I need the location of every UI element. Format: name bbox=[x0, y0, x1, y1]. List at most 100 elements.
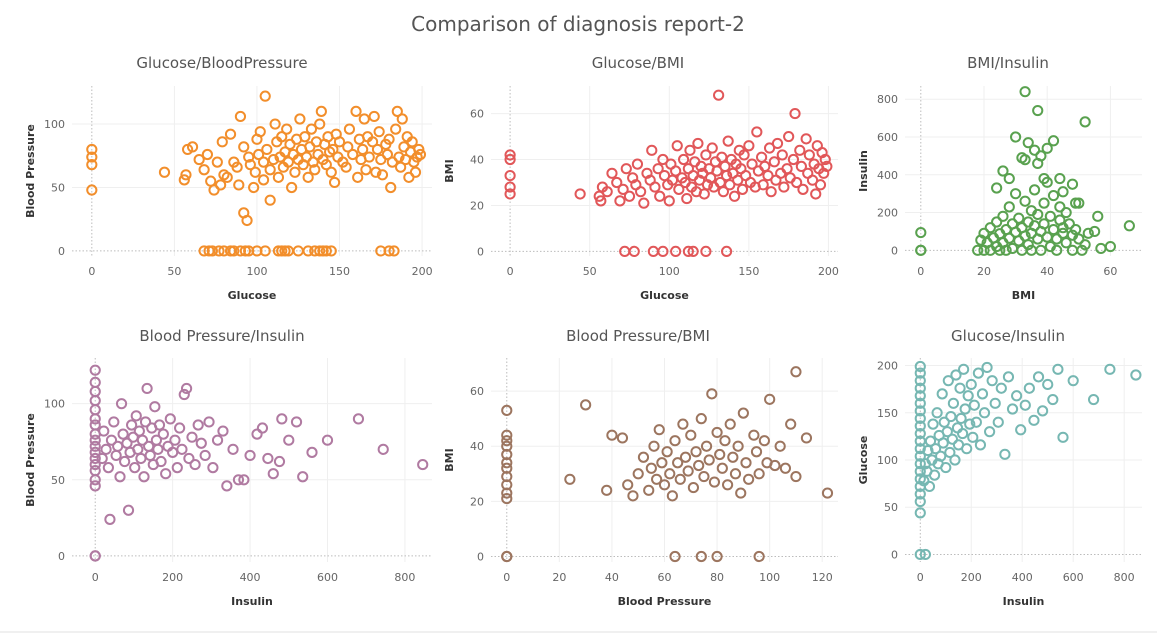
data-point bbox=[169, 434, 181, 446]
data-point bbox=[695, 413, 707, 425]
data-point bbox=[221, 480, 233, 492]
data-point bbox=[803, 149, 815, 161]
data-point bbox=[984, 426, 996, 438]
data-point bbox=[791, 176, 803, 189]
data-point bbox=[645, 462, 657, 474]
data-point bbox=[944, 446, 956, 459]
data-point bbox=[1123, 220, 1135, 232]
data-point bbox=[1035, 150, 1047, 162]
data-point bbox=[157, 428, 169, 440]
data-point bbox=[192, 419, 204, 431]
data-point bbox=[89, 404, 101, 416]
data-point bbox=[974, 439, 987, 451]
data-point bbox=[195, 437, 207, 449]
data-point bbox=[370, 166, 382, 178]
data-point bbox=[991, 216, 1003, 228]
data-point bbox=[999, 448, 1011, 460]
data-point bbox=[627, 490, 639, 502]
data-point bbox=[286, 181, 298, 194]
data-point bbox=[616, 432, 629, 444]
y-tick-label: 60 bbox=[470, 108, 484, 121]
chart-glucose-bloodpressure: Glucose/BloodPressure 0 50 100 150 200 0 50 100 G… bbox=[24, 54, 433, 302]
data-point bbox=[941, 426, 953, 438]
data-point bbox=[406, 136, 418, 148]
data-point bbox=[968, 399, 980, 411]
data-point bbox=[504, 149, 516, 161]
data-point bbox=[918, 475, 930, 487]
data-point bbox=[366, 136, 379, 148]
data-point bbox=[253, 148, 265, 161]
x-tick-label: 100 bbox=[759, 571, 780, 584]
data-point bbox=[1006, 403, 1019, 415]
data-point bbox=[1019, 154, 1031, 166]
data-point bbox=[89, 452, 101, 465]
data-point bbox=[174, 422, 186, 434]
data-point bbox=[199, 449, 211, 462]
x-tick-label: 150 bbox=[738, 265, 759, 278]
data-point bbox=[643, 484, 655, 496]
x-tick-label: 100 bbox=[659, 265, 680, 278]
data-point bbox=[501, 404, 513, 416]
data-point bbox=[104, 513, 116, 525]
data-point bbox=[746, 158, 758, 170]
data-point bbox=[928, 469, 941, 481]
data-point bbox=[1042, 378, 1054, 391]
x-tick-label: 40 bbox=[605, 571, 619, 584]
data-point bbox=[949, 454, 961, 466]
y-tick-label: 200 bbox=[877, 207, 898, 220]
data-point bbox=[504, 181, 516, 193]
data-point bbox=[757, 179, 769, 191]
chart-title-bloodpressure-bmi: Blood Pressure/BMI bbox=[566, 327, 710, 345]
series-bmi-insulin bbox=[915, 86, 1135, 256]
y-tick-label: 40 bbox=[470, 440, 484, 453]
data-point bbox=[305, 123, 318, 135]
data-point bbox=[978, 227, 990, 239]
data-point bbox=[648, 440, 660, 452]
data-point bbox=[1015, 424, 1027, 436]
y-axis-label: Blood Pressure bbox=[24, 124, 37, 218]
data-point bbox=[504, 169, 516, 182]
data-point bbox=[652, 163, 664, 175]
data-point bbox=[1011, 390, 1023, 402]
data-point bbox=[333, 136, 346, 148]
data-point bbox=[606, 429, 618, 441]
data-point bbox=[186, 141, 199, 153]
x-tick-label: 0 bbox=[503, 571, 510, 584]
x-tick-label: 120 bbox=[812, 571, 833, 584]
data-point bbox=[769, 459, 781, 472]
data-point bbox=[1060, 237, 1072, 249]
data-point bbox=[763, 142, 776, 154]
data-point bbox=[951, 422, 964, 434]
data-point bbox=[130, 410, 142, 422]
data-point bbox=[961, 443, 973, 455]
data-point bbox=[309, 164, 321, 176]
y-tick-label: 20 bbox=[470, 199, 484, 212]
data-point bbox=[574, 188, 586, 200]
data-point bbox=[997, 210, 1009, 222]
data-point bbox=[299, 131, 311, 143]
data-point bbox=[501, 487, 513, 499]
data-point bbox=[1019, 399, 1031, 411]
data-point bbox=[950, 369, 962, 381]
data-point bbox=[153, 419, 166, 431]
data-point bbox=[1047, 189, 1060, 202]
data-point bbox=[657, 245, 669, 258]
x-tick-label: 400 bbox=[240, 571, 261, 584]
data-point bbox=[1066, 244, 1079, 256]
data-point bbox=[1003, 172, 1015, 185]
data-point bbox=[276, 413, 288, 425]
data-point bbox=[942, 375, 954, 387]
data-point bbox=[797, 183, 809, 195]
y-tick-label: 100 bbox=[44, 398, 65, 411]
data-point bbox=[700, 149, 712, 161]
data-point bbox=[1054, 201, 1066, 213]
data-point bbox=[940, 461, 952, 474]
data-point bbox=[729, 468, 742, 480]
data-point bbox=[914, 382, 926, 394]
data-point bbox=[395, 161, 407, 173]
data-point bbox=[238, 141, 250, 153]
y-tick-label: 200 bbox=[877, 360, 898, 373]
data-point bbox=[501, 435, 513, 447]
data-point bbox=[241, 214, 253, 227]
data-point bbox=[735, 487, 747, 499]
